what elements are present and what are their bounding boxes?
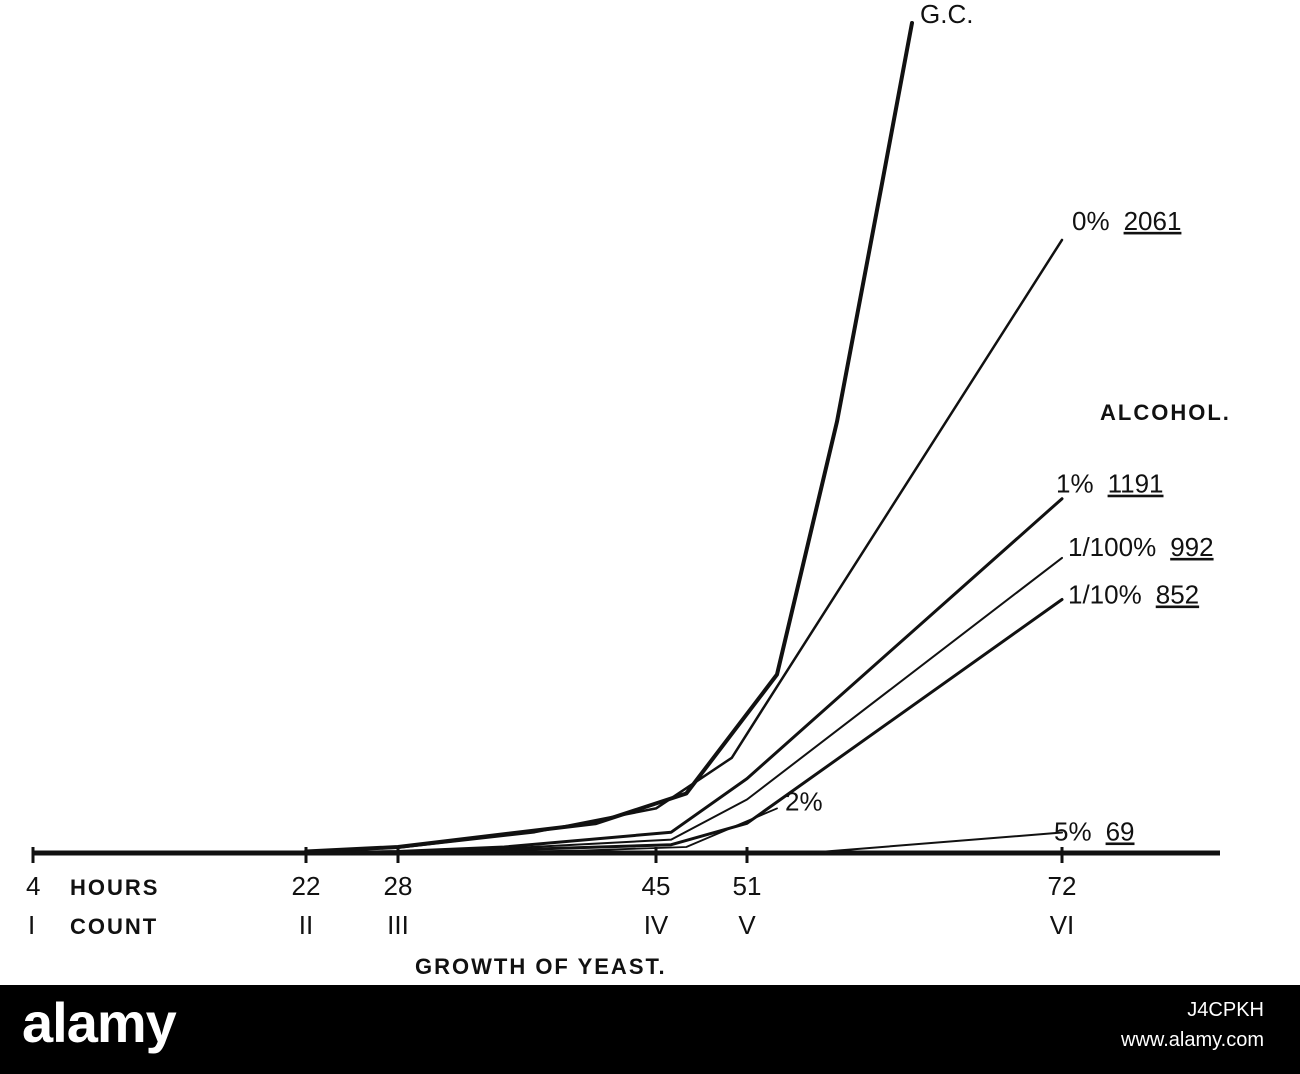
x-tick-label-count: I xyxy=(28,910,35,940)
series-line xyxy=(806,831,1063,854)
series-label: 0% xyxy=(1072,206,1110,236)
series-line xyxy=(305,556,1063,854)
x-tick-label-hours: 72 xyxy=(1048,871,1077,901)
x-tick-label-count: III xyxy=(387,910,409,940)
brand-logo: alamy xyxy=(22,991,177,1054)
series-label: 2% xyxy=(785,786,823,816)
series-value-label: 992 xyxy=(1170,532,1213,562)
series-line xyxy=(304,238,1064,853)
chart-figure: 4 I 22 II 28 III 45 IV 51 V 72 VI HOURS COUNT G.C. 0% 20… xyxy=(26,0,1231,979)
x-tick-label-count: V xyxy=(738,910,756,940)
series-label: 1/10% xyxy=(1068,580,1142,610)
x-tick-label-hours: 45 xyxy=(642,871,671,901)
series-label: G.C. xyxy=(920,0,973,29)
series-line xyxy=(304,598,1064,855)
series-label: 5% xyxy=(1054,816,1092,846)
series-label: 1/100% xyxy=(1068,532,1156,562)
watermark-banner: alamy J4CPKH www.alamy.com xyxy=(0,985,1300,1074)
count-row-label: COUNT xyxy=(70,914,158,939)
series-line xyxy=(397,807,778,854)
series-value-label: 2061 xyxy=(1124,206,1182,236)
series-label: 1% xyxy=(1056,469,1094,499)
series-value-label: 1191 xyxy=(1108,469,1164,499)
site-url: www.alamy.com xyxy=(1121,1029,1264,1051)
x-tick-label-count: II xyxy=(299,910,313,940)
series-value-label: 69 xyxy=(1106,816,1135,846)
series-line xyxy=(304,497,1064,855)
chart-title: GROWTH OF YEAST. xyxy=(415,954,667,979)
x-tick-label-hours: 51 xyxy=(733,871,762,901)
x-tick-label-hours: 4 xyxy=(26,871,40,901)
series-value-label: 852 xyxy=(1156,580,1199,610)
image-id: J4CPKH xyxy=(1187,999,1264,1021)
legend-title: ALCOHOL. xyxy=(1100,400,1231,425)
x-tick-label-hours: 28 xyxy=(384,871,413,901)
yeast-growth-chart: 4 I 22 II 28 III 45 IV 51 V 72 VI HOURS COUNT G.C. 0% 20… xyxy=(26,0,1231,979)
x-tick-label-count: VI xyxy=(1050,910,1075,940)
hours-row-label: HOURS xyxy=(70,875,159,900)
x-tick-label-count: IV xyxy=(644,910,669,940)
x-tick-label-hours: 22 xyxy=(292,871,321,901)
series-line xyxy=(304,21,914,854)
